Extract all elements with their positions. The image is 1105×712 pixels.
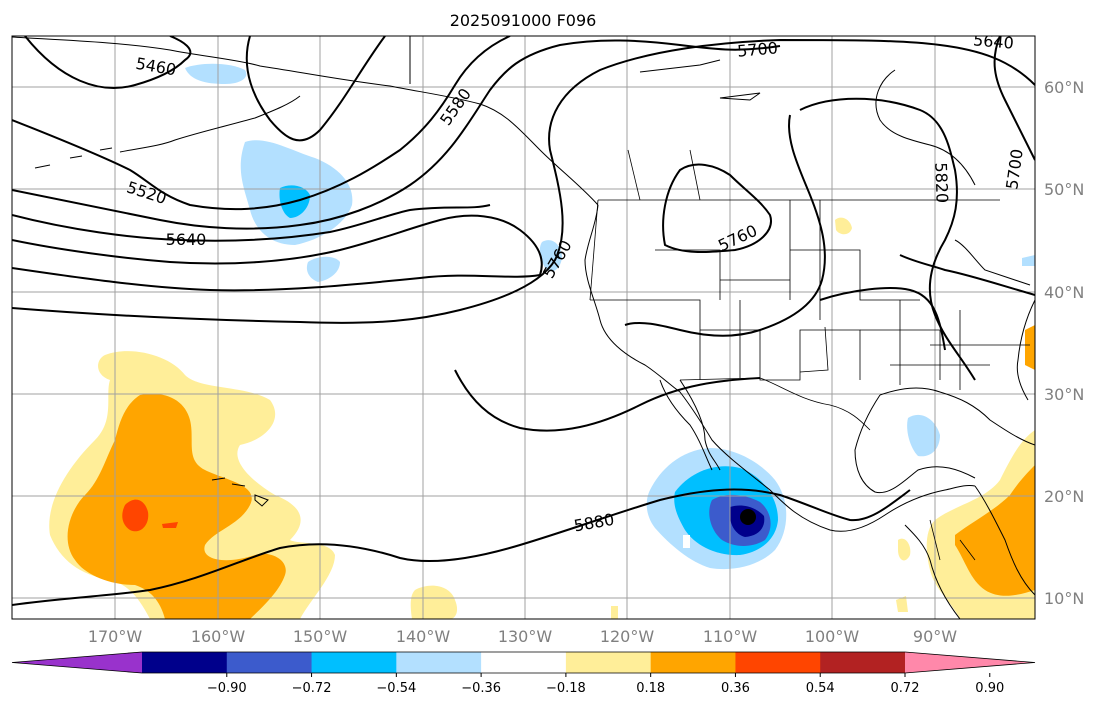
colorbar-bin (650, 652, 736, 673)
colorbar-bin (820, 652, 906, 673)
lon-label: 170°W (88, 627, 143, 646)
colorbar-tick-label: −0.90 (207, 681, 247, 696)
colorbar-bin (311, 652, 397, 673)
colorbar-bin (142, 652, 228, 673)
colorbar-bin (735, 652, 821, 673)
contour-label: 5820 (931, 162, 951, 203)
colorbar-tick-label: 0.90 (975, 681, 1004, 696)
contour-label: 5640 (972, 30, 1014, 52)
colorbar: −0.90 −0.72 −0.54 −0.36 −0.18 0.18 0.36 0.54 0.7… (11, 651, 1036, 696)
lat-label: 10°N (1044, 589, 1084, 608)
longitude-labels: 170°W 160°W 150°W 140°W 130°W 120°W 110°… (88, 627, 957, 646)
colorbar-bin (226, 652, 313, 673)
colorbar-tick-label: 0.18 (636, 681, 665, 696)
colorbar-bin (396, 652, 482, 673)
colorbar-tick-label: −0.72 (292, 681, 332, 696)
lon-label: 140°W (396, 627, 451, 646)
lon-label: 100°W (805, 627, 860, 646)
lon-label: 130°W (498, 627, 553, 646)
figure-title: 2025091000 F096 (450, 11, 597, 30)
lat-label: 60°N (1044, 78, 1084, 97)
colorbar-tick-label: 0.36 (721, 681, 750, 696)
colorbar-tick-label: 0.72 (891, 681, 920, 696)
graticule (12, 36, 1035, 619)
lon-label: 110°W (703, 627, 758, 646)
positive-anomaly-strong (122, 499, 149, 532)
colorbar-tick-label: 0.54 (806, 681, 835, 696)
contour-label: 5700 (736, 38, 778, 60)
map-panel: 5460 5520 5640 5580 5700 5640 5760 5760 … (12, 30, 1035, 619)
lat-label: 40°N (1044, 283, 1084, 302)
contour-label: 5640 (166, 230, 207, 249)
lon-label: 120°W (600, 627, 655, 646)
lon-label: 90°W (913, 627, 957, 646)
colorbar-extend-high (905, 652, 1035, 673)
latitude-labels: 60°N 50°N 40°N 30°N 20°N 10°N (1044, 78, 1084, 608)
colorbar-tick-label: −0.54 (376, 681, 416, 696)
colorbar-bin (565, 652, 652, 673)
lat-label: 20°N (1044, 487, 1084, 506)
colorbar-extend-low (12, 652, 142, 673)
colorbar-bin (481, 652, 567, 673)
colorbar-tick-label: −0.18 (546, 681, 586, 696)
positive-anomaly-mid (67, 393, 286, 619)
coastlines (12, 36, 1035, 619)
lat-label: 30°N (1044, 385, 1084, 404)
colorbar-outline (11, 651, 1036, 674)
colorbar-tick-label: −0.36 (461, 681, 501, 696)
lat-label: 50°N (1044, 180, 1084, 199)
lon-label: 160°W (191, 627, 246, 646)
lon-label: 150°W (293, 627, 348, 646)
height-contours (12, 36, 1035, 606)
shaded-anomaly-field (49, 63, 1035, 619)
map-border (11, 35, 1036, 620)
